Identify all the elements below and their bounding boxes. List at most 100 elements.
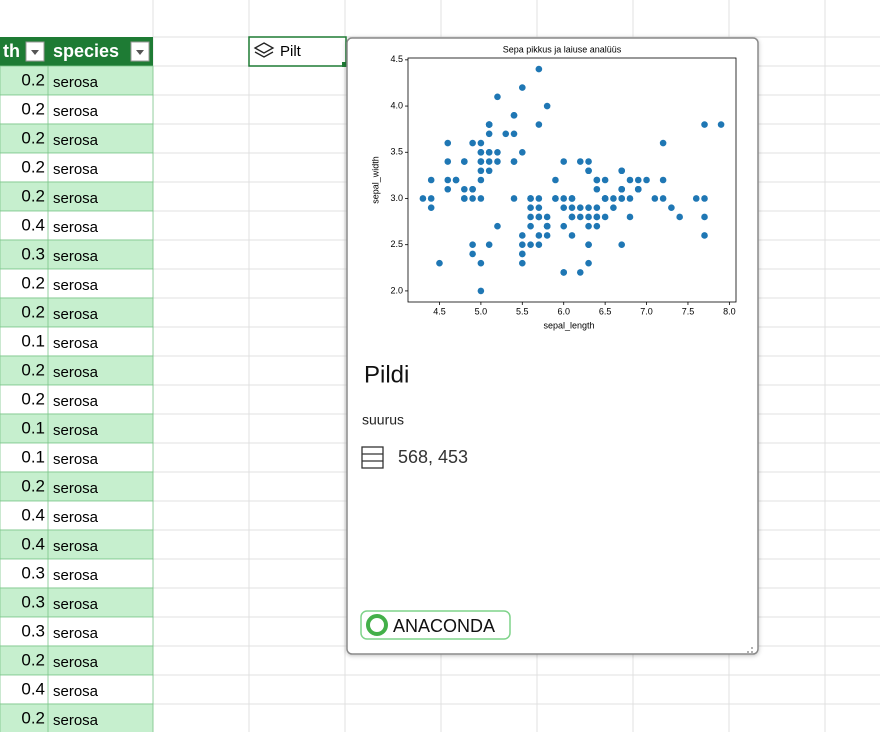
- point: [543, 222, 551, 230]
- cell-text: serosa: [53, 248, 99, 265]
- row-band: [0, 123, 154, 154]
- point: [469, 139, 476, 147]
- point: [527, 195, 534, 202]
- cell-number: 0.2: [21, 157, 45, 176]
- cell-number: 0.1: [21, 418, 45, 437]
- point: [543, 102, 551, 110]
- cell-number: 0.3: [21, 244, 45, 263]
- cell-number: 0.4: [21, 534, 45, 553]
- point: [560, 222, 568, 230]
- cell-number: 0.1: [21, 447, 45, 466]
- point: [560, 204, 568, 212]
- point: [427, 204, 435, 212]
- fill-handle[interactable]: [342, 62, 347, 67]
- point: [444, 158, 452, 165]
- point: [585, 158, 592, 165]
- cell-text: serosa: [53, 480, 99, 497]
- point: [601, 213, 609, 221]
- point: [618, 167, 625, 175]
- x-tick-label: 8.0: [723, 306, 736, 316]
- point: [552, 195, 559, 202]
- row-band: [0, 471, 154, 502]
- point: [477, 176, 485, 184]
- point: [485, 130, 493, 138]
- row-band: [0, 703, 154, 732]
- point: [494, 222, 501, 230]
- point: [477, 287, 485, 295]
- point: [659, 195, 667, 202]
- point: [494, 158, 501, 165]
- chart: Sepa pikkus ja laiuse analüüs sepal_leng…: [370, 44, 737, 330]
- cell-number: 0.3: [21, 563, 45, 582]
- brand-button[interactable]: [360, 610, 511, 640]
- cell-number: 0.3: [21, 592, 45, 611]
- point: [485, 148, 493, 156]
- point: [485, 241, 493, 248]
- point: [477, 158, 485, 165]
- card: Pildi suurus 568, 453 ANACONDA: [346, 37, 759, 655]
- cell-text: serosa: [53, 161, 99, 178]
- cell-number: 0.2: [21, 273, 45, 292]
- field-label: suurus: [362, 412, 404, 428]
- point: [427, 195, 435, 202]
- point: [601, 195, 609, 202]
- point: [485, 158, 493, 165]
- cell-text: serosa: [53, 306, 99, 323]
- x-tick-label: 4.5: [433, 306, 446, 316]
- row-band: [0, 152, 154, 183]
- chart-image: [360, 42, 746, 334]
- point: [527, 241, 534, 248]
- point: [659, 176, 667, 184]
- point: [485, 121, 493, 128]
- column-header: species: [53, 41, 119, 61]
- point: [444, 139, 452, 147]
- point: [593, 204, 601, 212]
- point: [535, 121, 543, 128]
- row-band: [0, 442, 154, 473]
- resize-grip[interactable]: [747, 647, 753, 653]
- cell-number: 0.2: [21, 99, 45, 118]
- point: [461, 195, 468, 202]
- cell-text: serosa: [53, 277, 99, 294]
- point: [477, 195, 485, 202]
- point: [568, 195, 576, 202]
- point: [618, 195, 625, 202]
- x-tick-label: 6.0: [557, 306, 570, 316]
- point: [444, 185, 452, 193]
- point: [701, 195, 708, 202]
- point: [519, 84, 526, 91]
- row-band: [0, 558, 154, 589]
- point: [419, 195, 427, 202]
- y-tick-label: 3.0: [390, 193, 403, 203]
- point: [552, 176, 559, 184]
- brand-name: ANACONDA: [393, 616, 495, 636]
- point: [659, 139, 667, 147]
- point: [692, 195, 700, 202]
- cell-number: 0.2: [21, 302, 45, 321]
- point: [535, 241, 543, 248]
- point: [585, 204, 592, 212]
- point: [444, 176, 452, 184]
- cell-number: 0.4: [21, 679, 45, 698]
- cell-number: 0.4: [21, 215, 45, 234]
- point: [560, 269, 568, 276]
- cell-text: serosa: [53, 364, 99, 381]
- point: [585, 241, 592, 248]
- row-band: [0, 94, 154, 125]
- cell-text: serosa: [53, 451, 99, 468]
- point: [510, 195, 518, 202]
- point: [535, 65, 543, 73]
- point: [585, 259, 592, 267]
- point: [427, 176, 435, 184]
- point: [651, 195, 659, 202]
- point: [701, 213, 708, 221]
- point: [535, 195, 543, 202]
- cell-number: 0.2: [21, 70, 45, 89]
- point: [527, 204, 534, 212]
- selected-cell[interactable]: [248, 36, 347, 67]
- point: [601, 176, 609, 184]
- point: [560, 158, 568, 165]
- x-tick-label: 7.5: [682, 306, 695, 316]
- cell-number: 0.2: [21, 650, 45, 669]
